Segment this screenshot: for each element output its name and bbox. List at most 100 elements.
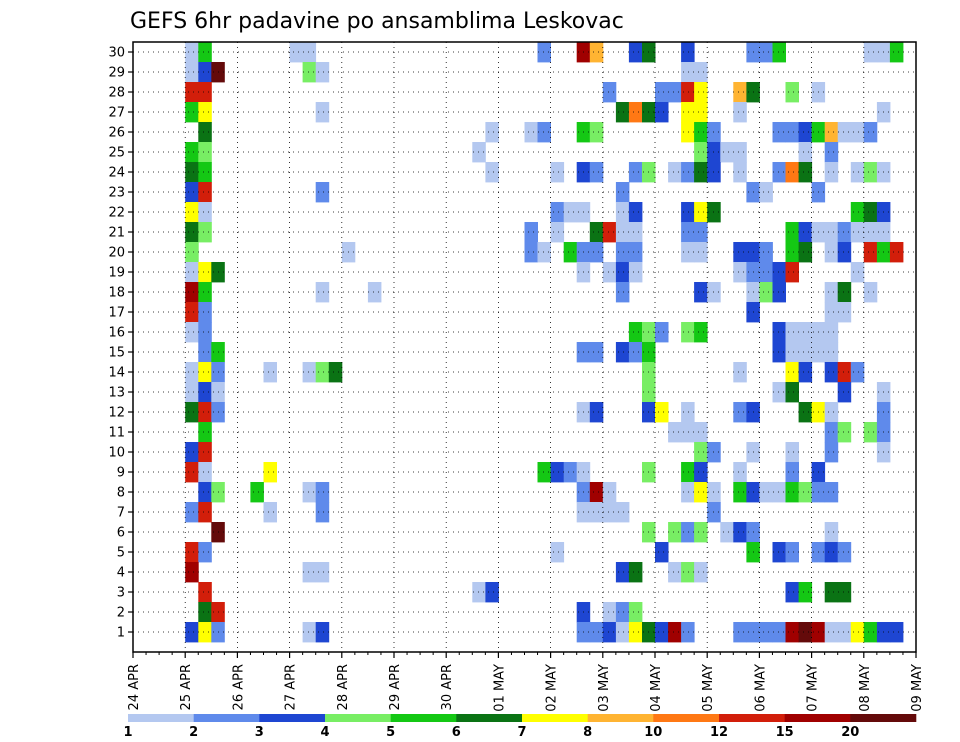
y-tick-label: 10 <box>108 446 125 461</box>
heatmap-cell <box>589 122 604 143</box>
heatmap-cell <box>524 122 538 143</box>
heatmap-cell <box>563 462 578 483</box>
heatmap-cell <box>850 622 865 643</box>
heatmap-cell <box>694 282 708 303</box>
heatmap-cell <box>850 362 865 383</box>
heatmap-cell <box>328 362 343 383</box>
heatmap-cell <box>824 122 839 143</box>
heatmap-cell <box>185 142 199 163</box>
heatmap-cell <box>185 102 199 123</box>
heatmap-cell <box>694 122 708 143</box>
heatmap-cell <box>694 422 708 443</box>
heatmap-cell <box>198 582 212 603</box>
heatmap-cell <box>694 82 708 103</box>
x-tick-label: 01 MAY <box>492 664 507 712</box>
heatmap-cell <box>798 242 813 263</box>
x-tick-label: 28 APR <box>336 664 351 710</box>
heatmap-cell <box>759 242 773 263</box>
legend-swatch <box>390 714 457 722</box>
heatmap-cell <box>733 142 747 163</box>
heatmap-cell <box>798 322 813 343</box>
y-tick-label: 11 <box>108 426 125 441</box>
heatmap-cell <box>733 82 747 103</box>
legend-swatch <box>850 714 917 722</box>
heatmap-cell <box>524 222 538 243</box>
grid-lines <box>133 42 916 652</box>
heatmap-cell <box>785 362 799 383</box>
heatmap-cell <box>863 202 878 223</box>
heatmap-cell <box>863 42 878 63</box>
heatmap-cell <box>185 442 199 463</box>
x-tick-label: 03 MAY <box>597 664 612 712</box>
heatmap-cell <box>798 362 813 383</box>
y-tick-label: 26 <box>108 126 125 141</box>
heatmap-cell <box>681 622 695 643</box>
heatmap-cell <box>889 42 904 63</box>
heatmap-cell <box>198 142 212 163</box>
heatmap-cell <box>785 262 799 283</box>
heatmap-cell <box>315 502 330 523</box>
heatmap-cell <box>550 222 565 243</box>
heatmap-cell <box>198 322 212 343</box>
y-tick-label: 20 <box>108 246 125 261</box>
heatmap-cell <box>589 342 604 363</box>
heatmap-cell <box>798 142 813 163</box>
y-tick-label: 23 <box>108 186 125 201</box>
heatmap-cell <box>733 522 747 543</box>
heatmap-cell <box>198 482 212 503</box>
y-tick-label: 16 <box>108 326 125 341</box>
heatmap-cell <box>798 222 813 243</box>
heatmap-cell <box>733 102 747 123</box>
heatmap-cell <box>759 282 773 303</box>
heatmap-cell <box>798 162 813 183</box>
heatmap-cell <box>824 302 839 323</box>
heatmap-cell <box>785 242 799 263</box>
x-tick-label: 25 APR <box>179 664 194 710</box>
heatmap-cell <box>681 482 695 503</box>
heatmap-cell <box>668 82 682 103</box>
heatmap-cell <box>798 122 813 143</box>
heatmap-cell <box>185 302 199 323</box>
heatmap-cell <box>198 42 212 63</box>
heatmap-cell <box>315 482 330 503</box>
legend-label: 4 <box>320 725 329 740</box>
heatmap-cell <box>185 202 199 223</box>
heatmap-cell <box>681 462 695 483</box>
y-tick-label: 22 <box>108 206 125 221</box>
heatmap-cell <box>185 562 199 583</box>
heatmap-cell <box>602 622 617 643</box>
heatmap-cell <box>485 582 499 603</box>
heatmap-cell <box>550 542 565 563</box>
heatmap-cell <box>185 42 199 63</box>
heatmap-cell <box>589 222 604 243</box>
legend-label: 15 <box>776 725 794 740</box>
heatmap-cell <box>185 382 199 403</box>
heatmap-cell <box>785 622 799 643</box>
heatmap-cell <box>759 482 773 503</box>
legend-label: 5 <box>386 725 395 740</box>
heatmap-cell <box>824 322 839 343</box>
heatmap-cell <box>824 342 839 363</box>
y-tick-label: 21 <box>108 226 125 241</box>
x-tick-label: 26 APR <box>231 664 246 710</box>
heatmap-cell <box>837 362 852 383</box>
heatmap-cell <box>824 582 839 603</box>
heatmap-cell <box>655 82 669 103</box>
heatmap-cell <box>785 342 799 363</box>
x-tick-label: 05 MAY <box>701 664 716 712</box>
heatmap-cell <box>628 222 643 243</box>
heatmap-cell <box>850 202 865 223</box>
x-tick-label: 29 APR <box>388 664 403 710</box>
heatmap-cell <box>615 222 630 243</box>
heatmap-cell <box>198 182 212 203</box>
heatmap-cell <box>524 242 538 263</box>
heatmap-cell <box>602 482 617 503</box>
x-tick-label: 08 MAY <box>858 664 873 712</box>
heatmap-cell <box>837 622 852 643</box>
heatmap-cell <box>733 162 747 183</box>
heatmap-cell <box>694 442 708 463</box>
heatmap-cell <box>198 502 212 523</box>
heatmap-cell <box>315 562 330 583</box>
legend-label: 1 <box>123 725 132 740</box>
